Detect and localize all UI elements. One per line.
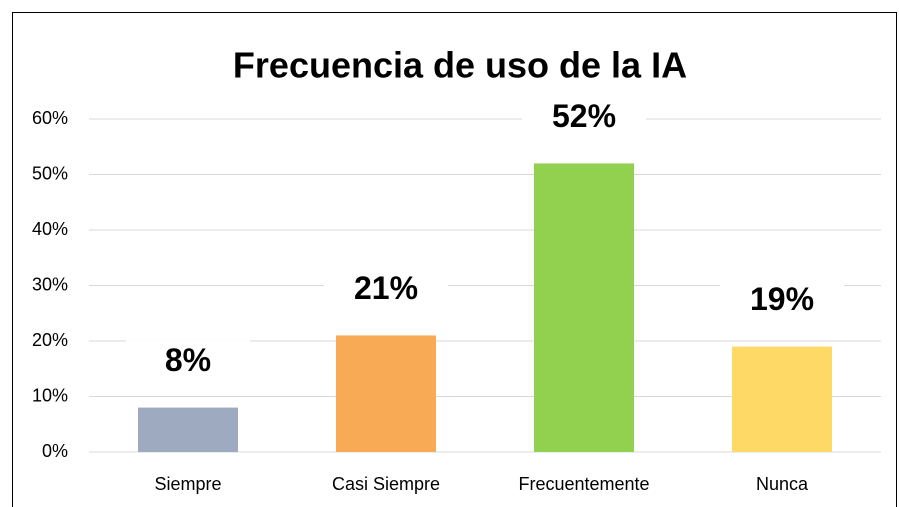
y-tick-label: 40%	[32, 219, 68, 239]
bar	[336, 335, 436, 452]
data-label-bg	[126, 340, 250, 385]
data-label: 21%	[354, 270, 418, 306]
data-label: 52%	[552, 98, 616, 134]
chart-title: Frecuencia de uso de la IA	[233, 45, 687, 86]
y-tick-label: 20%	[32, 330, 68, 350]
x-tick-label: Siempre	[154, 474, 221, 494]
data-label-bg	[324, 268, 448, 313]
x-tick-label: Casi Siempre	[332, 474, 440, 494]
bar	[732, 346, 832, 452]
bar	[534, 163, 634, 452]
data-label-bg	[720, 279, 844, 324]
data-label: 8%	[165, 342, 211, 378]
y-tick-label: 0%	[42, 441, 68, 461]
x-tick-label: Nunca	[756, 474, 809, 494]
x-tick-label: Frecuentemente	[518, 474, 649, 494]
y-tick-label: 50%	[32, 163, 68, 183]
bar	[138, 407, 238, 452]
y-tick-label: 30%	[32, 274, 68, 294]
y-tick-label: 10%	[32, 385, 68, 405]
y-tick-label: 60%	[32, 108, 68, 128]
data-label-bg	[522, 96, 646, 141]
data-label: 19%	[750, 281, 814, 317]
